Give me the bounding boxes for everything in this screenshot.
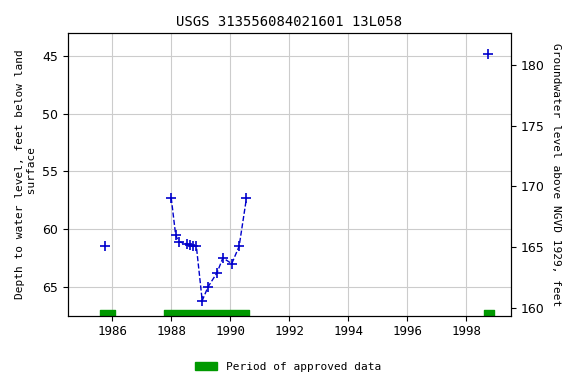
Y-axis label: Depth to water level, feet below land
 surface: Depth to water level, feet below land su… xyxy=(15,50,37,299)
Legend: Period of approved data: Period of approved data xyxy=(191,358,385,377)
Title: USGS 313556084021601 13L058: USGS 313556084021601 13L058 xyxy=(176,15,403,29)
Y-axis label: Groundwater level above NGVD 1929, feet: Groundwater level above NGVD 1929, feet xyxy=(551,43,561,306)
